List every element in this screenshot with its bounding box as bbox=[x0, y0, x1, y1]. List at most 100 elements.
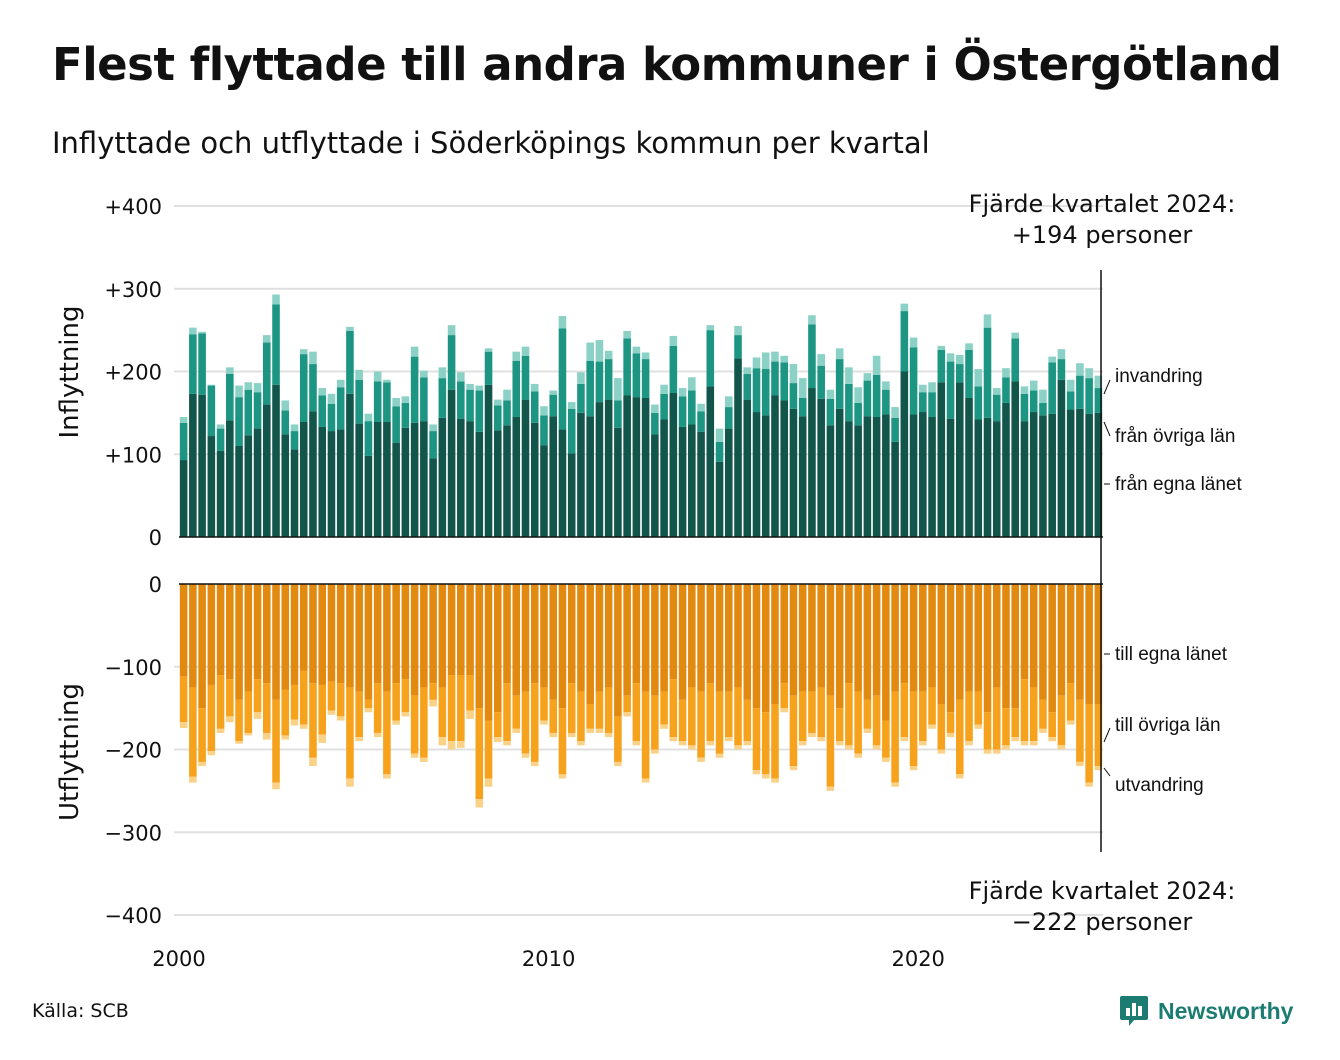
bar-inflow-s2 bbox=[567, 402, 576, 409]
bar-outflow-s1 bbox=[475, 708, 484, 800]
bar-outflow-s2 bbox=[919, 741, 927, 746]
bar-outflow-s0 bbox=[521, 584, 530, 692]
source-note: Källa: SCB bbox=[32, 1000, 129, 1022]
bar-outflow-s1 bbox=[457, 675, 465, 742]
bar-outflow-s2 bbox=[808, 732, 816, 738]
bar-outflow-s1 bbox=[641, 691, 650, 779]
bar-inflow-s2 bbox=[771, 351, 779, 362]
bar-outflow-s2 bbox=[262, 732, 271, 740]
bar-inflow-s2 bbox=[1011, 332, 1020, 339]
bar-inflow-s2 bbox=[1039, 389, 1047, 403]
bar-inflow-s0 bbox=[743, 399, 752, 537]
bar-outflow-s2 bbox=[1066, 720, 1075, 725]
bar-inflow-s0 bbox=[1094, 412, 1103, 538]
bar-inflow-s1 bbox=[327, 403, 336, 432]
bar-inflow-s2 bbox=[845, 367, 853, 384]
xtick-label: 2020 bbox=[891, 947, 944, 971]
bar-outflow-s0 bbox=[586, 584, 594, 704]
bar-outflow-s0 bbox=[1094, 584, 1103, 704]
bar-outflow-s0 bbox=[299, 584, 308, 671]
bar-outflow-s0 bbox=[623, 584, 631, 696]
bar-inflow-s2 bbox=[798, 378, 807, 398]
bar-outflow-s2 bbox=[651, 749, 659, 754]
bar-inflow-s2 bbox=[336, 379, 345, 388]
annotation-outflow: −222 personer bbox=[1012, 908, 1193, 936]
bar-outflow-s0 bbox=[290, 584, 299, 685]
bar-inflow-s0 bbox=[1076, 408, 1084, 537]
bar-outflow-s2 bbox=[383, 774, 391, 779]
bar-outflow-s0 bbox=[1011, 584, 1020, 709]
bar-inflow-s2 bbox=[715, 428, 724, 442]
bar-outflow-s0 bbox=[484, 584, 493, 721]
bar-inflow-s0 bbox=[438, 417, 447, 537]
bar-inflow-s1 bbox=[965, 349, 973, 398]
bar-outflow-s1 bbox=[318, 684, 327, 735]
y-axis-title-inflow: Inflyttning bbox=[55, 306, 85, 439]
bar-outflow-s1 bbox=[262, 683, 271, 733]
bar-outflow-s2 bbox=[567, 732, 576, 738]
bar-inflow-s0 bbox=[392, 442, 400, 537]
bar-outflow-s0 bbox=[429, 584, 437, 684]
bar-outflow-s0 bbox=[466, 584, 474, 676]
bar-inflow-s0 bbox=[955, 382, 964, 537]
bar-outflow-s1 bbox=[1029, 687, 1038, 742]
bar-outflow-s2 bbox=[327, 710, 336, 715]
bar-inflow-s1 bbox=[660, 393, 668, 420]
bar-outflow-s0 bbox=[438, 584, 447, 688]
bar-inflow-s2 bbox=[1094, 375, 1103, 389]
bar-outflow-s1 bbox=[955, 699, 964, 775]
bar-outflow-s1 bbox=[253, 679, 262, 713]
bar-outflow-s2 bbox=[891, 782, 899, 787]
bar-outflow-s2 bbox=[863, 728, 872, 733]
bar-inflow-s2 bbox=[373, 371, 382, 382]
bar-inflow-s2 bbox=[1066, 379, 1075, 392]
annotation-outflow: Fjärde kvartalet 2024: bbox=[969, 877, 1236, 905]
chart-title: Flest flyttade till andra kommuner i Öst… bbox=[52, 38, 1282, 91]
bar-inflow-s0 bbox=[909, 414, 918, 537]
bar-inflow-s1 bbox=[253, 392, 262, 429]
bar-outflow-s1 bbox=[1076, 699, 1084, 762]
bar-inflow-s1 bbox=[974, 386, 983, 420]
bar-inflow-s2 bbox=[475, 385, 484, 391]
bar-outflow-s2 bbox=[946, 732, 955, 738]
newsworthy-logo: Newsworthy bbox=[1118, 994, 1293, 1028]
bar-outflow-s1 bbox=[299, 670, 308, 725]
bar-inflow-s2 bbox=[669, 335, 678, 346]
bar-inflow-s1 bbox=[577, 383, 585, 413]
bar-inflow-s0 bbox=[891, 441, 899, 537]
bar-inflow-s0 bbox=[992, 421, 1001, 537]
bar-inflow-s2 bbox=[678, 388, 687, 397]
bar-outflow-s0 bbox=[1029, 584, 1038, 688]
bar-inflow-s2 bbox=[586, 342, 594, 361]
bar-outflow-s0 bbox=[512, 584, 521, 696]
bar-outflow-s0 bbox=[798, 584, 807, 692]
bar-inflow-s1 bbox=[595, 361, 604, 403]
bar-outflow-s1 bbox=[336, 683, 345, 717]
bar-outflow-s1 bbox=[688, 687, 696, 746]
bar-inflow-s0 bbox=[614, 427, 622, 537]
series-label-outflow: till övriga län bbox=[1115, 715, 1221, 736]
bar-outflow-s2 bbox=[1039, 728, 1047, 733]
bar-inflow-s1 bbox=[493, 405, 502, 431]
bar-inflow-s0 bbox=[983, 417, 992, 537]
bar-inflow-s2 bbox=[364, 413, 373, 422]
bar-inflow-s1 bbox=[715, 441, 724, 462]
bar-outflow-s2 bbox=[318, 734, 327, 743]
annotation-inflow: Fjärde kvartalet 2024: bbox=[969, 190, 1236, 218]
bar-inflow-s1 bbox=[863, 380, 872, 417]
inflow-bars bbox=[179, 294, 1103, 538]
bar-inflow-s1 bbox=[521, 355, 530, 400]
bar-outflow-s2 bbox=[512, 728, 521, 733]
bar-outflow-s1 bbox=[198, 708, 206, 762]
bar-outflow-s0 bbox=[909, 584, 918, 692]
bar-inflow-s2 bbox=[835, 348, 844, 360]
bar-outflow-s1 bbox=[697, 691, 705, 758]
bar-outflow-s0 bbox=[577, 584, 585, 692]
bar-inflow-s0 bbox=[974, 419, 983, 537]
bar-inflow-s1 bbox=[373, 381, 382, 422]
bar-inflow-s0 bbox=[706, 386, 715, 537]
bar-inflow-s0 bbox=[179, 460, 188, 537]
bar-outflow-s1 bbox=[817, 687, 825, 738]
bar-inflow-s0 bbox=[1002, 402, 1010, 537]
bar-outflow-s2 bbox=[179, 722, 188, 728]
